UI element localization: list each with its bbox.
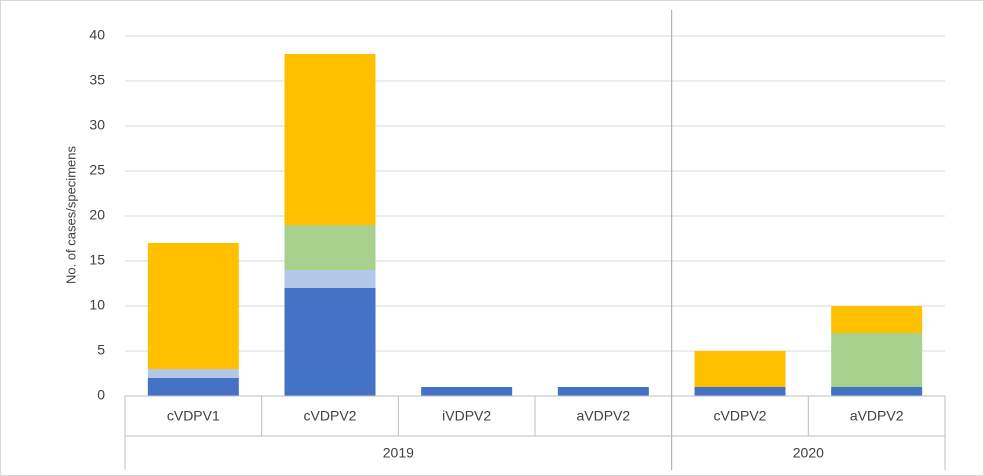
- x-tick-label: aVDPV2: [850, 408, 904, 424]
- bar-segment: [831, 333, 923, 387]
- bar-segment: [831, 306, 923, 333]
- bar-segment: [284, 54, 376, 225]
- y-tick-label: 25: [89, 162, 105, 178]
- bar-segment: [831, 387, 923, 396]
- y-tick-label: 30: [89, 117, 105, 133]
- bar-segment: [284, 225, 376, 270]
- x-tick-label: cVDPV2: [304, 408, 357, 424]
- y-tick-label: 40: [89, 27, 105, 43]
- bar-segment: [421, 387, 513, 396]
- bar-segment: [557, 387, 649, 396]
- x-tick-label: cVDPV1: [167, 408, 220, 424]
- y-axis-label: No. of cases/specimens: [63, 146, 78, 285]
- x-tick-label: iVDPV2: [442, 408, 491, 424]
- y-tick-label: 15: [89, 252, 105, 268]
- x-tick-label: aVDPV2: [576, 408, 630, 424]
- bar-segment: [694, 387, 786, 396]
- x-tick-label: cVDPV2: [714, 408, 767, 424]
- bar-segment: [284, 288, 376, 396]
- bar-segment: [284, 270, 376, 288]
- group-label: 2019: [383, 445, 414, 461]
- group-label: 2020: [793, 445, 824, 461]
- bar-segment: [147, 369, 239, 378]
- y-tick-label: 20: [89, 207, 105, 223]
- bar-segment: [147, 378, 239, 396]
- y-tick-label: 5: [97, 342, 105, 358]
- y-tick-label: 0: [97, 387, 105, 403]
- bar-segment: [147, 243, 239, 369]
- y-tick-label: 10: [89, 297, 105, 313]
- bar-segment: [694, 351, 786, 387]
- y-tick-label: 35: [89, 72, 105, 88]
